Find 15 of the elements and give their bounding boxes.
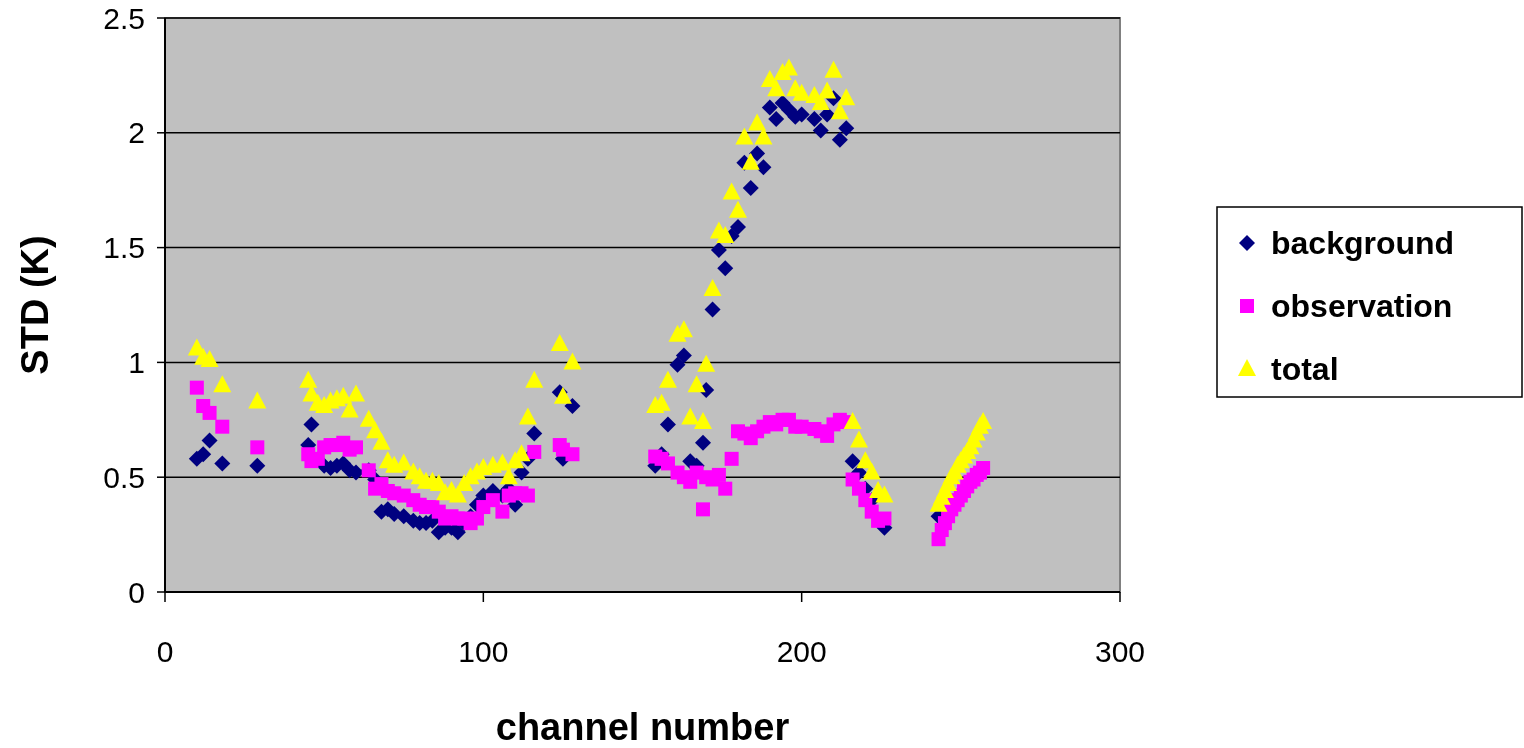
y-tick-label: 0.5 — [103, 460, 145, 494]
y-axis-title: STD (K) — [14, 235, 56, 375]
legend-label: background — [1271, 225, 1455, 262]
legend-label: total — [1271, 351, 1339, 388]
x-tick-label: 100 — [458, 635, 509, 668]
x-tick-label: 300 — [1094, 635, 1146, 668]
x-tick-label: 200 — [776, 635, 827, 668]
legend-label: observation — [1271, 288, 1453, 325]
y-tick-label: 1.5 — [103, 231, 145, 265]
y-tick-label: 0 — [128, 575, 145, 609]
x-tick-label: 0 — [156, 635, 174, 668]
y-tick-label: 1 — [128, 345, 145, 379]
x-axis-title: channel number — [495, 706, 790, 748]
y-tick-label: 2 — [128, 116, 145, 150]
y-tick-label: 2.5 — [103, 1, 145, 35]
